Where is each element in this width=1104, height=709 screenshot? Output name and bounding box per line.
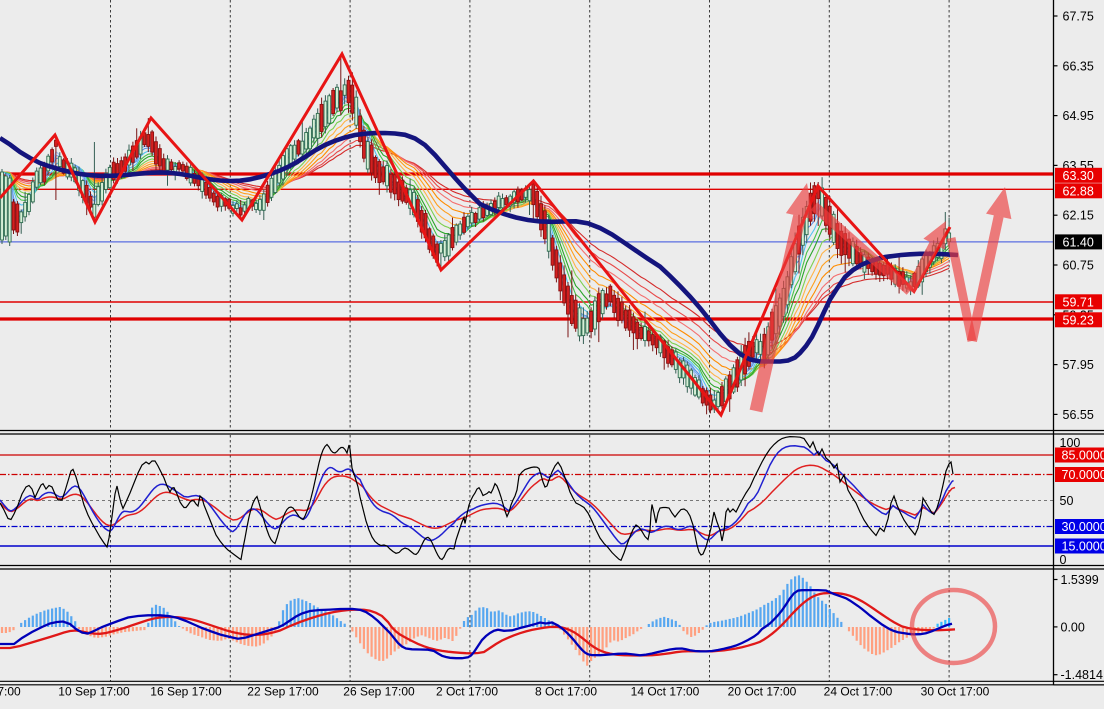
- svg-text:61.40: 61.40: [1063, 236, 1094, 250]
- svg-text:63.30: 63.30: [1063, 169, 1094, 183]
- svg-text:8 Oct 17:00: 8 Oct 17:00: [535, 685, 597, 699]
- svg-text:66.35: 66.35: [1063, 59, 1094, 73]
- svg-text:26 Sep 17:00: 26 Sep 17:00: [343, 685, 415, 699]
- svg-text:64.95: 64.95: [1063, 109, 1094, 123]
- svg-text:60.75: 60.75: [1063, 259, 1094, 273]
- svg-text:10 Sep 17:00: 10 Sep 17:00: [58, 685, 130, 699]
- svg-text:85.0000: 85.0000: [1062, 449, 1104, 463]
- svg-text:70.0000: 70.0000: [1062, 468, 1104, 482]
- svg-text:20 Oct 17:00: 20 Oct 17:00: [728, 685, 797, 699]
- svg-text:59.23: 59.23: [1063, 314, 1094, 328]
- svg-text:1.5399: 1.5399: [1061, 573, 1099, 587]
- svg-text:24 Oct 17:00: 24 Oct 17:00: [824, 685, 893, 699]
- svg-text:-1.4814: -1.4814: [1061, 668, 1103, 682]
- svg-text:67.75: 67.75: [1063, 10, 1094, 24]
- svg-text:14 Oct 17:00: 14 Oct 17:00: [631, 685, 700, 699]
- svg-text:50: 50: [1060, 494, 1074, 508]
- svg-text:57.95: 57.95: [1063, 358, 1094, 372]
- svg-text:62.88: 62.88: [1063, 185, 1094, 199]
- svg-text:0: 0: [1060, 553, 1067, 567]
- svg-text:2 Oct 17:00: 2 Oct 17:00: [436, 685, 498, 699]
- svg-text:62.15: 62.15: [1063, 209, 1094, 223]
- svg-text:56.55: 56.55: [1063, 408, 1094, 422]
- svg-text:0.00: 0.00: [1061, 620, 1085, 634]
- svg-text:30 Oct 17:00: 30 Oct 17:00: [921, 685, 990, 699]
- svg-text:22 Sep 17:00: 22 Sep 17:00: [247, 685, 319, 699]
- svg-text:30.0000: 30.0000: [1062, 520, 1104, 534]
- svg-text:59.71: 59.71: [1063, 296, 1094, 310]
- svg-text:7:00: 7:00: [0, 685, 21, 699]
- svg-text:15.0000: 15.0000: [1062, 540, 1104, 554]
- svg-text:16 Sep 17:00: 16 Sep 17:00: [150, 685, 222, 699]
